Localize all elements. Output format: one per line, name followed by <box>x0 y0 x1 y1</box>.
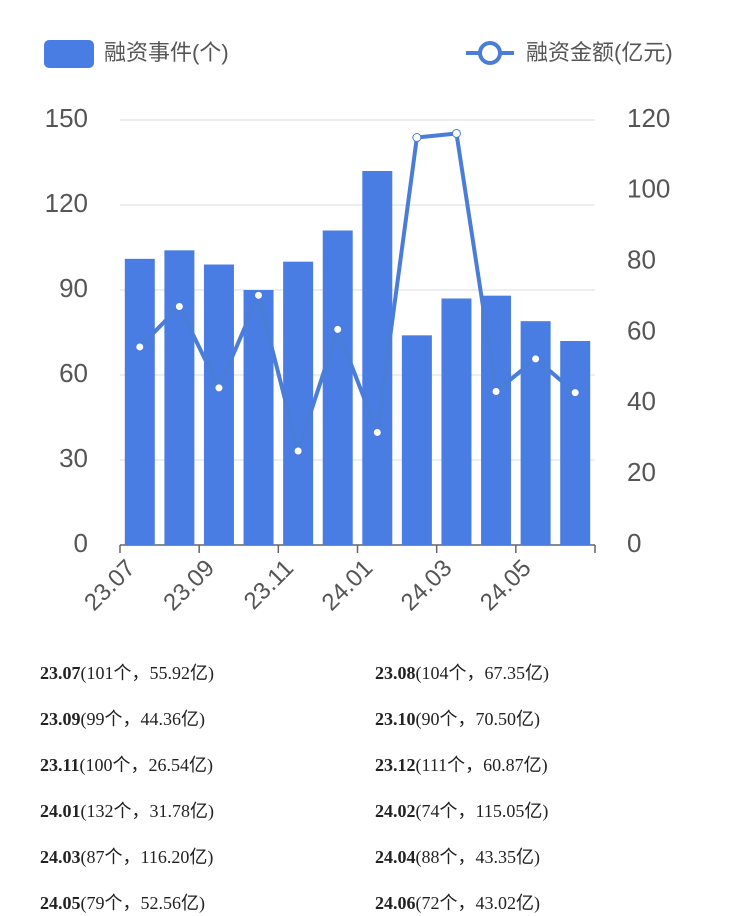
point <box>174 301 184 311</box>
legend-label: 融资事件(个) <box>104 40 229 65</box>
row-label: 24.01 <box>40 801 81 821</box>
y2-tick-label: 80 <box>627 245 656 275</box>
y2-tick-label: 0 <box>627 528 641 558</box>
y-tick-label: 30 <box>59 443 88 473</box>
bar <box>283 261 314 545</box>
table-row: 24.06(72个，43.02亿) <box>375 889 540 915</box>
bar <box>560 341 591 545</box>
y-tick-label: 60 <box>59 358 88 388</box>
table-row: 24.03(87个，116.20亿) <box>40 843 213 869</box>
row-label: 23.12 <box>375 755 416 775</box>
legend-label: 融资金额(亿元) <box>526 40 673 65</box>
y-tick-label: 0 <box>74 528 88 558</box>
point <box>491 386 501 396</box>
row-label: 24.04 <box>375 847 416 867</box>
bar <box>441 298 472 545</box>
y-tick-label: 150 <box>45 103 88 133</box>
row-text: (101个，55.92亿) <box>80 663 215 683</box>
row-text: (111个，60.87亿) <box>415 755 548 775</box>
table-row: 23.09(99个，44.36亿) <box>40 705 205 731</box>
x-tick-label: 24.05 <box>475 555 537 617</box>
x-tick-label: 23.09 <box>158 555 220 617</box>
row-label: 24.05 <box>40 893 81 913</box>
point <box>333 324 343 334</box>
bar <box>401 335 432 545</box>
table-row: 24.02(74个，115.05亿) <box>375 797 548 823</box>
point <box>531 354 541 364</box>
x-tick-label: 24.01 <box>317 555 379 617</box>
y2-tick-label: 100 <box>627 174 670 204</box>
table-row: 24.05(79个，52.56亿) <box>40 889 205 915</box>
point <box>372 427 382 437</box>
point <box>451 128 461 138</box>
table-row: 23.10(90个，70.50亿) <box>375 705 540 731</box>
row-text: (99个，44.36亿) <box>80 709 206 729</box>
row-label: 23.07 <box>40 663 81 683</box>
y2-tick-label: 120 <box>627 103 670 133</box>
row-text: (100个，26.54亿) <box>79 755 214 775</box>
table-row: 24.04(88个，43.35亿) <box>375 843 540 869</box>
x-tick-label: 23.11 <box>239 555 299 615</box>
row-text: (79个，52.56亿) <box>80 893 206 913</box>
point <box>293 446 303 456</box>
row-text: (88个，43.35亿) <box>415 847 541 867</box>
table-row: 23.08(104个，67.35亿) <box>375 659 549 685</box>
line <box>138 131 577 454</box>
point <box>254 290 264 300</box>
row-text: (104个，67.35亿) <box>415 663 550 683</box>
point <box>412 133 422 143</box>
row-text: (72个，43.02亿) <box>415 893 541 913</box>
y-tick-label: 90 <box>59 273 88 303</box>
bar <box>164 250 195 546</box>
x-tick-label: 24.03 <box>396 555 458 617</box>
row-text: (90个，70.50亿) <box>415 709 541 729</box>
point <box>135 342 145 352</box>
bar <box>322 230 353 545</box>
table-row: 24.01(132个，31.78亿) <box>40 797 214 823</box>
row-label: 24.03 <box>40 847 81 867</box>
y-tick-label: 120 <box>45 188 88 218</box>
table-row: 23.12(111个，60.87亿) <box>375 751 548 777</box>
legend-swatch <box>478 41 502 65</box>
bar <box>243 290 274 545</box>
row-text: (87个，116.20亿) <box>80 847 214 867</box>
row-label: 24.06 <box>375 893 416 913</box>
y2-tick-label: 60 <box>627 315 656 345</box>
table-row: 23.07(101个，55.92亿) <box>40 659 214 685</box>
row-label: 23.11 <box>40 755 80 775</box>
point <box>570 388 580 398</box>
x-tick-label: 23.07 <box>79 555 141 617</box>
row-label: 23.09 <box>40 709 81 729</box>
bar <box>124 258 155 545</box>
y2-tick-label: 40 <box>627 386 656 416</box>
bar <box>203 264 234 545</box>
row-text: (132个，31.78亿) <box>80 801 215 821</box>
legend-swatch <box>44 40 94 68</box>
y2-tick-label: 20 <box>627 457 656 487</box>
row-label: 23.10 <box>375 709 416 729</box>
row-text: (74个，115.05亿) <box>415 801 549 821</box>
row-label: 24.02 <box>375 801 416 821</box>
table-row: 23.11(100个，26.54亿) <box>40 751 213 777</box>
chart: 0 30 60 90 120 150 0 20 40 60 80 100 120 23.07 23.09 23… <box>44 40 673 617</box>
point <box>214 383 224 393</box>
row-label: 23.08 <box>375 663 416 683</box>
